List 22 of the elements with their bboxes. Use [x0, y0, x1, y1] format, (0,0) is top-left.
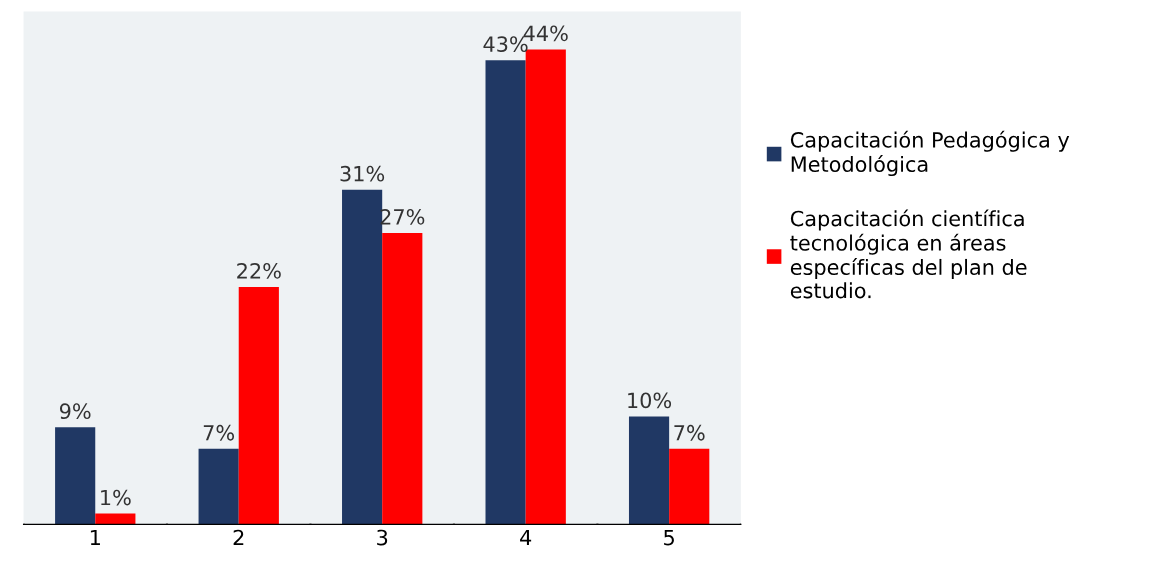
bar — [95, 513, 136, 525]
x-tick-label: 2 — [233, 529, 244, 546]
bar — [485, 60, 526, 525]
x-tick-label: 1 — [90, 529, 100, 546]
data-label: 9% — [59, 403, 91, 420]
x-tick-label: 3 — [377, 529, 388, 546]
data-label: 7% — [674, 424, 705, 441]
bar — [55, 427, 96, 525]
bar — [628, 416, 670, 525]
bar — [198, 448, 239, 525]
data-label: 10% — [628, 392, 672, 409]
bar — [382, 232, 423, 525]
data-label: 1% — [101, 489, 131, 506]
legend-label: Capacitación científica tecnológica en áreas específicas del plan de estudio. — [790, 209, 1027, 299]
x-tick-label: 4 — [520, 529, 532, 546]
x-tick-label: 5 — [664, 529, 674, 546]
data-label: 7% — [203, 424, 235, 441]
bar — [238, 286, 279, 525]
bar — [669, 448, 710, 525]
data-label: 31% — [340, 165, 385, 182]
legend-label: Capacitación Pedagógica y Metodológica — [790, 130, 1070, 177]
data-label: 22% — [237, 262, 281, 279]
